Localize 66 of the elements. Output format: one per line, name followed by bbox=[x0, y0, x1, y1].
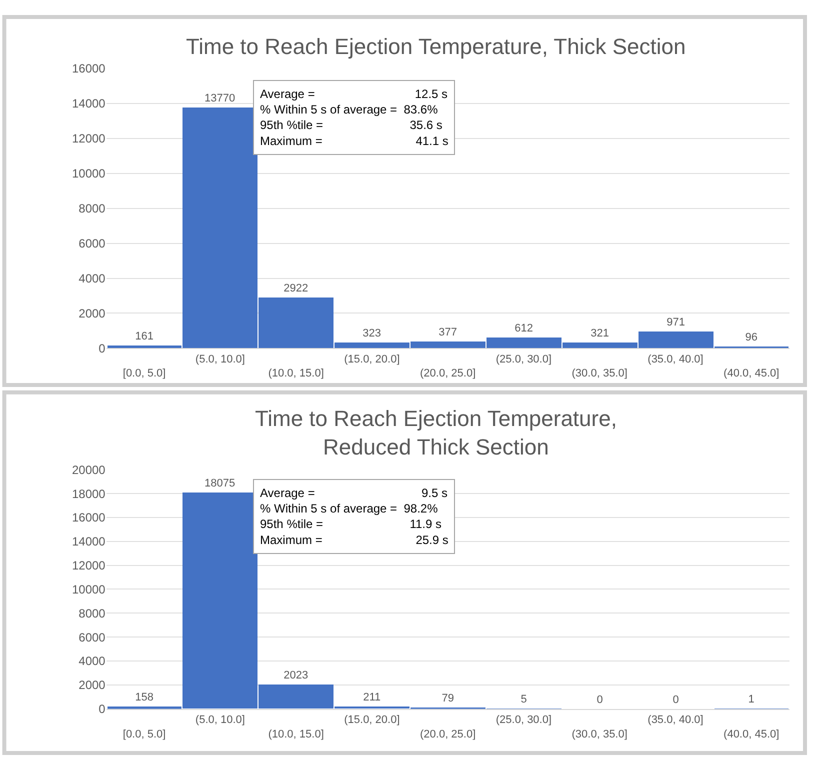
data-label: 18075 bbox=[204, 478, 236, 490]
y-tick-label: 0 bbox=[98, 702, 106, 716]
x-tick-label: (20.0, 25.0] bbox=[420, 728, 476, 740]
y-tick-label: 6000 bbox=[78, 630, 106, 644]
data-label: 158 bbox=[135, 692, 154, 704]
chart-title: Time to Reach Ejection Temperature, Reduced Thick Section bbox=[255, 406, 617, 460]
annotation: 95th %tile = 11.9 s bbox=[260, 517, 442, 532]
x-tick-label: (25.0, 30.0] bbox=[496, 353, 552, 366]
x-tick-label: (40.0, 45.0] bbox=[724, 728, 780, 740]
x-tick-label: (25.0, 30.0] bbox=[496, 714, 552, 726]
y-tick-label: 14000 bbox=[72, 96, 106, 111]
annotation: 95th %tile = 35.6 s bbox=[260, 118, 442, 132]
data-label: 96 bbox=[745, 332, 758, 344]
chart-title: Time to Reach Ejection Temperature, Thick Section bbox=[186, 34, 686, 59]
data-label: 2023 bbox=[284, 670, 308, 682]
x-tick-label: (35.0, 40.0] bbox=[648, 353, 704, 366]
data-label: 13770 bbox=[204, 92, 236, 105]
y-tick-label: 0 bbox=[98, 341, 106, 356]
x-tick-label: (15.0, 20.0] bbox=[344, 714, 400, 726]
data-label: 971 bbox=[666, 316, 686, 329]
data-label: 377 bbox=[438, 326, 458, 339]
y-tick-label: 16000 bbox=[72, 62, 106, 76]
x-tick-label: [0.0, 5.0] bbox=[122, 728, 166, 740]
y-tick-label: 16000 bbox=[72, 510, 106, 525]
annotation: Maximum = 41.1 s bbox=[260, 134, 448, 148]
data-label: 323 bbox=[362, 328, 382, 340]
annotation: Average = 12.5 s bbox=[260, 87, 448, 101]
data-label: 161 bbox=[135, 330, 154, 343]
x-tick-label: [0.0, 5.0] bbox=[122, 368, 166, 380]
data-label: 0 bbox=[672, 694, 679, 706]
x-tick-label: (40.0, 45.0] bbox=[724, 368, 780, 380]
x-tick-label: (30.0, 35.0] bbox=[572, 368, 628, 380]
data-label: 1 bbox=[748, 694, 754, 706]
y-tick-label: 20000 bbox=[72, 462, 106, 477]
annotation: % Within 5 s of average = 83.6% bbox=[260, 102, 438, 117]
y-tick-label: 4000 bbox=[78, 654, 106, 668]
x-tick-label: (15.0, 20.0] bbox=[344, 353, 400, 366]
y-tick-label: 2000 bbox=[78, 678, 106, 692]
x-tick-label: (20.0, 25.0] bbox=[420, 368, 476, 380]
y-tick-label: 2000 bbox=[78, 306, 106, 320]
y-tick-label: 12000 bbox=[72, 132, 106, 146]
x-tick-label: (5.0, 10.0] bbox=[195, 353, 245, 366]
x-tick-label: (10.0, 15.0] bbox=[268, 728, 324, 740]
annotation: % Within 5 s of average = 98.2% bbox=[260, 502, 438, 516]
annotation: Average = 9.5 s bbox=[260, 486, 448, 500]
y-tick-label: 8000 bbox=[78, 606, 106, 620]
y-tick-label: 10000 bbox=[72, 166, 106, 181]
x-tick-label: (10.0, 15.0] bbox=[268, 368, 324, 380]
x-tick-label: (30.0, 35.0] bbox=[572, 728, 628, 740]
y-tick-label: 14000 bbox=[72, 534, 106, 549]
data-label: 211 bbox=[363, 692, 381, 704]
y-tick-label: 8000 bbox=[78, 202, 106, 216]
y-tick-label: 10000 bbox=[72, 582, 106, 596]
data-label: 321 bbox=[590, 328, 610, 340]
x-tick-label: (35.0, 40.0] bbox=[648, 714, 704, 726]
annotation: Maximum = 25.9 s bbox=[260, 532, 448, 547]
x-tick-label: (5.0, 10.0] bbox=[195, 714, 245, 726]
data-label: 5 bbox=[520, 694, 527, 706]
y-tick-label: 18000 bbox=[72, 486, 106, 501]
y-tick-label: 4000 bbox=[78, 271, 106, 286]
data-label: 0 bbox=[596, 694, 603, 706]
data-label: 79 bbox=[442, 692, 454, 705]
data-label: 612 bbox=[514, 322, 534, 335]
y-tick-label: 12000 bbox=[72, 558, 106, 573]
data-label: 2922 bbox=[284, 282, 308, 295]
y-tick-label: 6000 bbox=[78, 236, 106, 251]
